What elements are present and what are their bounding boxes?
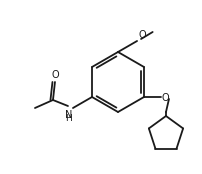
Text: O: O [137, 30, 145, 40]
Text: H: H [65, 114, 72, 123]
Text: O: O [161, 93, 169, 103]
Text: O: O [51, 70, 59, 80]
Text: N: N [64, 110, 72, 120]
